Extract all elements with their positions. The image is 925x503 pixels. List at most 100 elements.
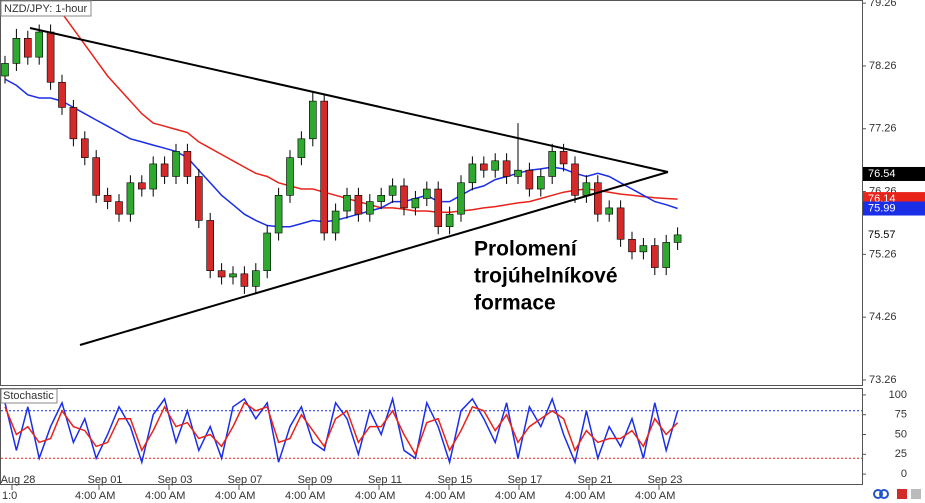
candle-body [673,234,682,243]
trendline-lower [79,171,669,346]
price-box [863,166,925,181]
candle-body [23,38,32,58]
candle-body [582,182,591,196]
y-tick-label: 73.26 [869,374,897,386]
candle-body [172,151,180,177]
y-tick-label: 79.26 [869,0,897,9]
x-time-label: 4:00 AM [495,490,535,502]
close-icon[interactable] [897,489,907,499]
x-date-label: Sep 11 [368,474,402,486]
candle-body [650,245,659,268]
candle-body [160,163,169,177]
candle-body [115,201,123,215]
x-date-label: Sep 03 [158,474,193,486]
candle-body [240,273,249,287]
candle-body [354,195,363,215]
candle-body [81,138,89,158]
stoch-title-box [0,388,58,404]
price-box-label: 76.54 [868,168,896,180]
x-time-label: 4:00 AM [285,490,325,502]
candle-body [343,195,351,212]
toolbar-icons[interactable] [873,489,921,499]
price-box-label: 75.57 [868,229,896,241]
candle-body [252,270,260,287]
x-time-label: 4:00 AM [215,490,255,502]
candle-body [605,207,614,215]
candle-body [274,195,283,234]
y-tick-label: 25 [895,448,907,460]
line-series [4,401,679,457]
candle-body [388,185,397,196]
candle-body [69,107,78,140]
annotation: Prolomení [474,238,578,261]
candle-body [1,63,9,77]
candle-body [616,207,625,240]
x-time-label: 4:00 AM [355,490,395,502]
x-time-label: 1:0 [2,490,17,502]
annotation: formace [474,292,556,315]
candle-body [103,195,112,202]
price-box-label: 75.99 [868,202,896,214]
candle-body [662,242,671,268]
candle-body [138,182,146,190]
x-date-label: Sep 15 [438,474,473,486]
candle-body [58,81,66,108]
menu-icon[interactable] [911,489,921,499]
candle-body [217,270,226,278]
candle-body [195,176,203,221]
candle-body [445,213,454,228]
candle-body [468,163,477,184]
candle-body [571,163,579,196]
candle-body [46,31,55,83]
candle-body [514,169,522,177]
candle-body [525,169,534,190]
stoch-title: Stochastic [3,390,54,402]
candle-body [639,245,648,253]
x-date-label: Sep 09 [298,474,333,486]
candle-body [502,160,511,177]
price-box [863,201,925,216]
title-box [0,0,92,17]
candle-body [206,220,214,271]
x-date-label: Sep 01 [88,474,123,486]
y-tick-label: 100 [889,389,907,401]
candle-body [377,195,386,202]
candle-body [263,232,272,271]
candle-body [12,38,21,64]
y-tick-label: 74.26 [869,311,897,323]
candle-body [126,182,135,215]
stochastic-panel [0,388,863,485]
x-date-label: Sep 17 [508,474,543,486]
candle-body [548,151,557,177]
link-icon[interactable] [873,489,883,499]
candle-body [434,188,443,228]
candle-body [559,151,568,165]
annotation: trojúhelníkové [474,265,618,288]
y-tick-label: 78.26 [869,60,897,72]
link-icon[interactable] [879,489,889,499]
candle-body [491,160,500,171]
x-time-label: 4:00 AM [145,490,185,502]
candle-body [628,238,636,253]
price-panel [0,0,863,386]
y-tick-label: 77.26 [869,123,897,135]
y-tick-label: 75 [895,409,907,421]
y-tick-label: 50 [895,428,907,440]
price-box [863,227,925,242]
x-time-label: 4:00 AM [635,490,675,502]
x-time-label: 4:00 AM [425,490,465,502]
candle-body [286,157,294,196]
candle-body [229,273,237,278]
y-tick-label: 75.26 [869,248,897,260]
y-tick-label: 0 [901,468,907,480]
candle-body [536,176,545,190]
candle-body [593,182,602,215]
candle-body [297,138,306,158]
candle-body [422,188,431,199]
line-series [4,396,679,466]
x-date-label: Aug 28 [1,474,36,486]
candle-body [35,31,44,58]
x-time-label: 4:00 AM [75,490,115,502]
